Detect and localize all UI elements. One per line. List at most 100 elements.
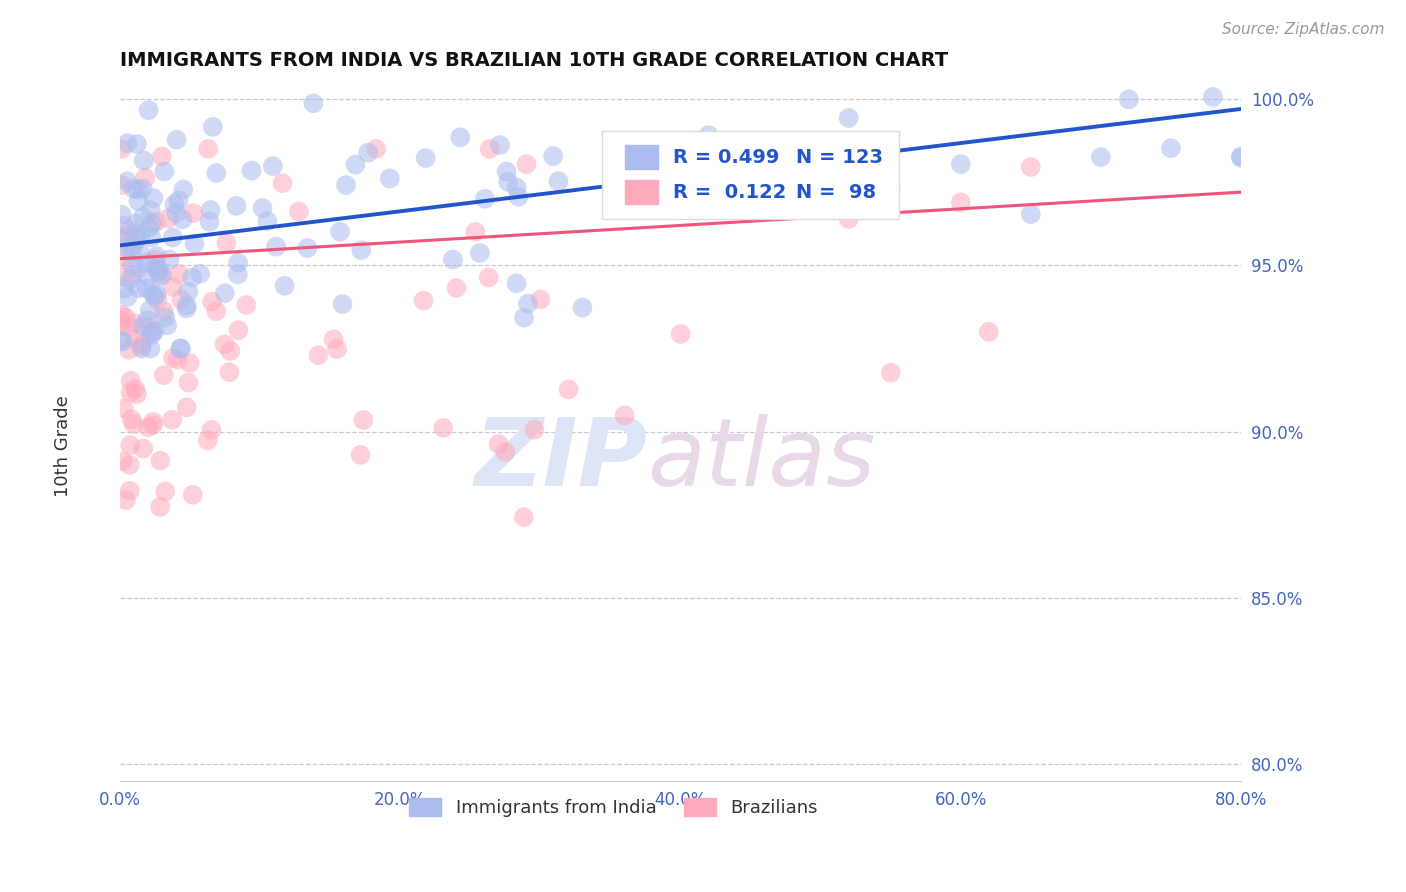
- Point: [541, 149, 564, 163]
- Point: [111, 142, 134, 156]
- Point: [112, 401, 135, 416]
- Point: [159, 252, 181, 267]
- Point: [162, 351, 184, 365]
- Point: [143, 290, 166, 304]
- Point: [136, 313, 159, 327]
- Point: [141, 327, 163, 342]
- Point: [432, 421, 454, 435]
- Point: [215, 235, 238, 250]
- Point: [415, 151, 437, 165]
- Point: [496, 175, 519, 189]
- Point: [118, 483, 141, 498]
- Point: [181, 206, 204, 220]
- Point: [641, 203, 664, 218]
- Point: [120, 320, 142, 334]
- Point: [124, 217, 146, 231]
- Point: [297, 241, 319, 255]
- Point: [172, 212, 194, 227]
- Point: [197, 434, 219, 448]
- Point: [132, 153, 155, 168]
- Point: [127, 183, 149, 197]
- Point: [141, 230, 163, 244]
- Point: [1019, 160, 1042, 174]
- Point: [117, 290, 139, 304]
- Point: [181, 488, 204, 502]
- Point: [357, 145, 380, 160]
- Point: [134, 170, 156, 185]
- Point: [114, 310, 136, 325]
- Point: [495, 164, 517, 178]
- Point: [214, 286, 236, 301]
- Point: [228, 323, 250, 337]
- Point: [143, 324, 166, 338]
- Point: [141, 325, 163, 339]
- Point: [176, 401, 198, 415]
- Point: [139, 203, 162, 218]
- Point: [176, 301, 198, 316]
- FancyBboxPatch shape: [624, 145, 658, 169]
- Point: [142, 286, 165, 301]
- Point: [177, 285, 200, 299]
- Point: [118, 272, 141, 286]
- Point: [252, 201, 274, 215]
- Point: [505, 180, 527, 194]
- Point: [129, 227, 152, 242]
- Point: [200, 202, 222, 217]
- Point: [160, 413, 183, 427]
- Point: [112, 282, 135, 296]
- Point: [145, 260, 167, 275]
- Point: [112, 232, 135, 246]
- Point: [132, 319, 155, 334]
- Point: [153, 304, 176, 318]
- Point: [344, 158, 367, 172]
- Point: [1230, 150, 1253, 164]
- Point: [412, 293, 434, 308]
- Point: [350, 243, 373, 257]
- Point: [1202, 90, 1225, 104]
- Point: [111, 314, 134, 328]
- Point: [1230, 151, 1253, 165]
- Point: [120, 374, 142, 388]
- Point: [112, 219, 135, 233]
- Point: [167, 194, 190, 208]
- Point: [468, 246, 491, 260]
- Point: [235, 298, 257, 312]
- Point: [478, 270, 501, 285]
- Point: [162, 230, 184, 244]
- Point: [121, 268, 143, 282]
- Point: [153, 164, 176, 178]
- Point: [132, 210, 155, 224]
- Point: [145, 215, 167, 229]
- Point: [143, 252, 166, 267]
- Point: [111, 319, 134, 334]
- Point: [264, 239, 287, 253]
- Point: [176, 298, 198, 312]
- Point: [146, 293, 169, 307]
- Point: [118, 458, 141, 472]
- Point: [122, 316, 145, 330]
- Point: [218, 365, 240, 379]
- Point: [464, 225, 486, 239]
- Point: [149, 268, 172, 283]
- Point: [135, 281, 157, 295]
- Point: [131, 339, 153, 353]
- Point: [163, 197, 186, 211]
- Point: [949, 195, 972, 210]
- Point: [977, 325, 1000, 339]
- Point: [121, 412, 143, 426]
- Text: 10th Grade: 10th Grade: [55, 395, 72, 497]
- Point: [179, 356, 201, 370]
- Point: [170, 293, 193, 307]
- Point: [329, 225, 352, 239]
- Point: [172, 182, 194, 196]
- Point: [111, 251, 134, 265]
- Point: [135, 255, 157, 269]
- Text: R =  0.122: R = 0.122: [673, 183, 786, 202]
- Text: N = 123: N = 123: [796, 147, 883, 167]
- Point: [571, 301, 593, 315]
- Point: [307, 348, 329, 362]
- Point: [332, 297, 354, 311]
- Point: [271, 176, 294, 190]
- Point: [516, 296, 538, 310]
- Point: [112, 269, 135, 284]
